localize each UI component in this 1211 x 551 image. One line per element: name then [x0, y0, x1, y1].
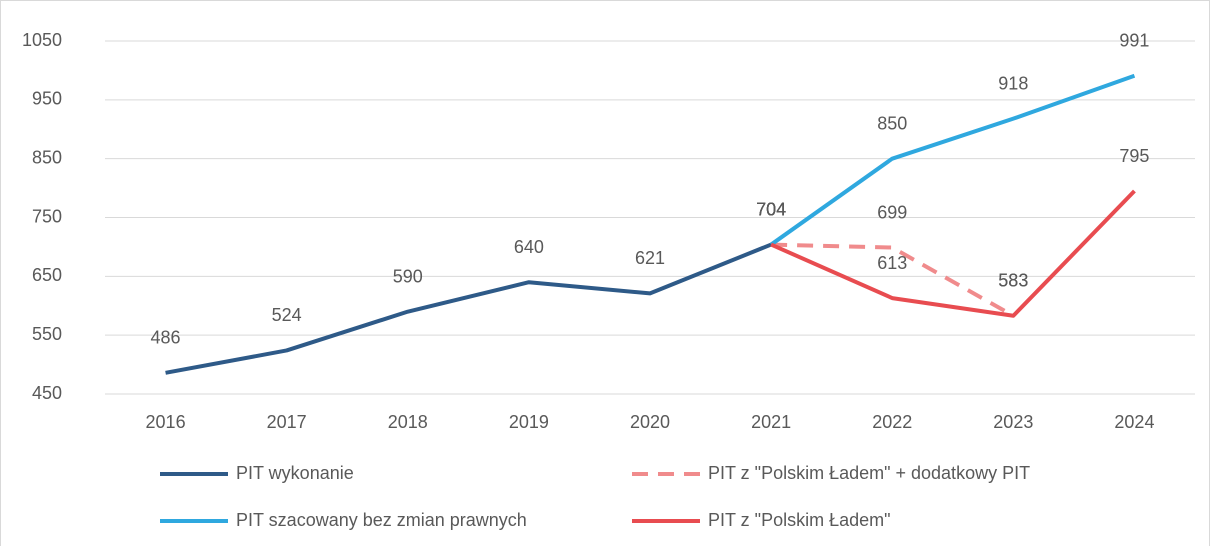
- y-tick-label: 950: [32, 89, 62, 109]
- legend-label: PIT szacowany bez zmian prawnych: [236, 510, 527, 530]
- data-label: 795: [1119, 146, 1149, 166]
- data-label: 640: [514, 237, 544, 257]
- legend-label: PIT wykonanie: [236, 463, 354, 483]
- x-tick-label: 2019: [509, 412, 549, 432]
- legend-label: PIT z "Polskim Ładem" + dodatkowy PIT: [708, 463, 1030, 483]
- data-label: 991: [1119, 30, 1149, 50]
- data-label: 486: [151, 328, 181, 348]
- y-tick-label: 1050: [22, 30, 62, 50]
- y-tick-label: 450: [32, 383, 62, 403]
- x-tick-label: 2021: [751, 412, 791, 432]
- data-label: 850: [877, 113, 907, 133]
- data-label: 704: [756, 199, 786, 219]
- y-tick-label: 550: [32, 324, 62, 344]
- data-label: 621: [635, 248, 665, 268]
- series-line: [165, 242, 772, 375]
- x-tick-label: 2017: [267, 412, 307, 432]
- series-line: [770, 189, 1136, 318]
- y-tick-label: 850: [32, 147, 62, 167]
- data-label: 704: [756, 199, 786, 219]
- x-tick-label: 2024: [1114, 412, 1154, 432]
- data-label: 590: [393, 266, 423, 286]
- x-tick-label: 2023: [993, 412, 1033, 432]
- data-label: 524: [272, 305, 302, 325]
- data-label: 699: [877, 202, 907, 222]
- x-tick-label: 2022: [872, 412, 912, 432]
- x-tick-label: 2020: [630, 412, 670, 432]
- x-tick-label: 2016: [146, 412, 186, 432]
- data-label: 704: [756, 199, 786, 219]
- y-tick-label: 750: [32, 206, 62, 226]
- legend-label: PIT z "Polskim Ładem": [708, 510, 891, 530]
- data-label: 918: [998, 73, 1028, 93]
- data-label: 583: [998, 271, 1028, 291]
- data-label: 583: [998, 271, 1028, 291]
- data-label: 704: [756, 199, 786, 219]
- series-line: [769, 73, 1136, 247]
- series-line: [771, 242, 1015, 318]
- data-label: 613: [877, 253, 907, 273]
- y-tick-label: 650: [32, 265, 62, 285]
- x-tick-label: 2018: [388, 412, 428, 432]
